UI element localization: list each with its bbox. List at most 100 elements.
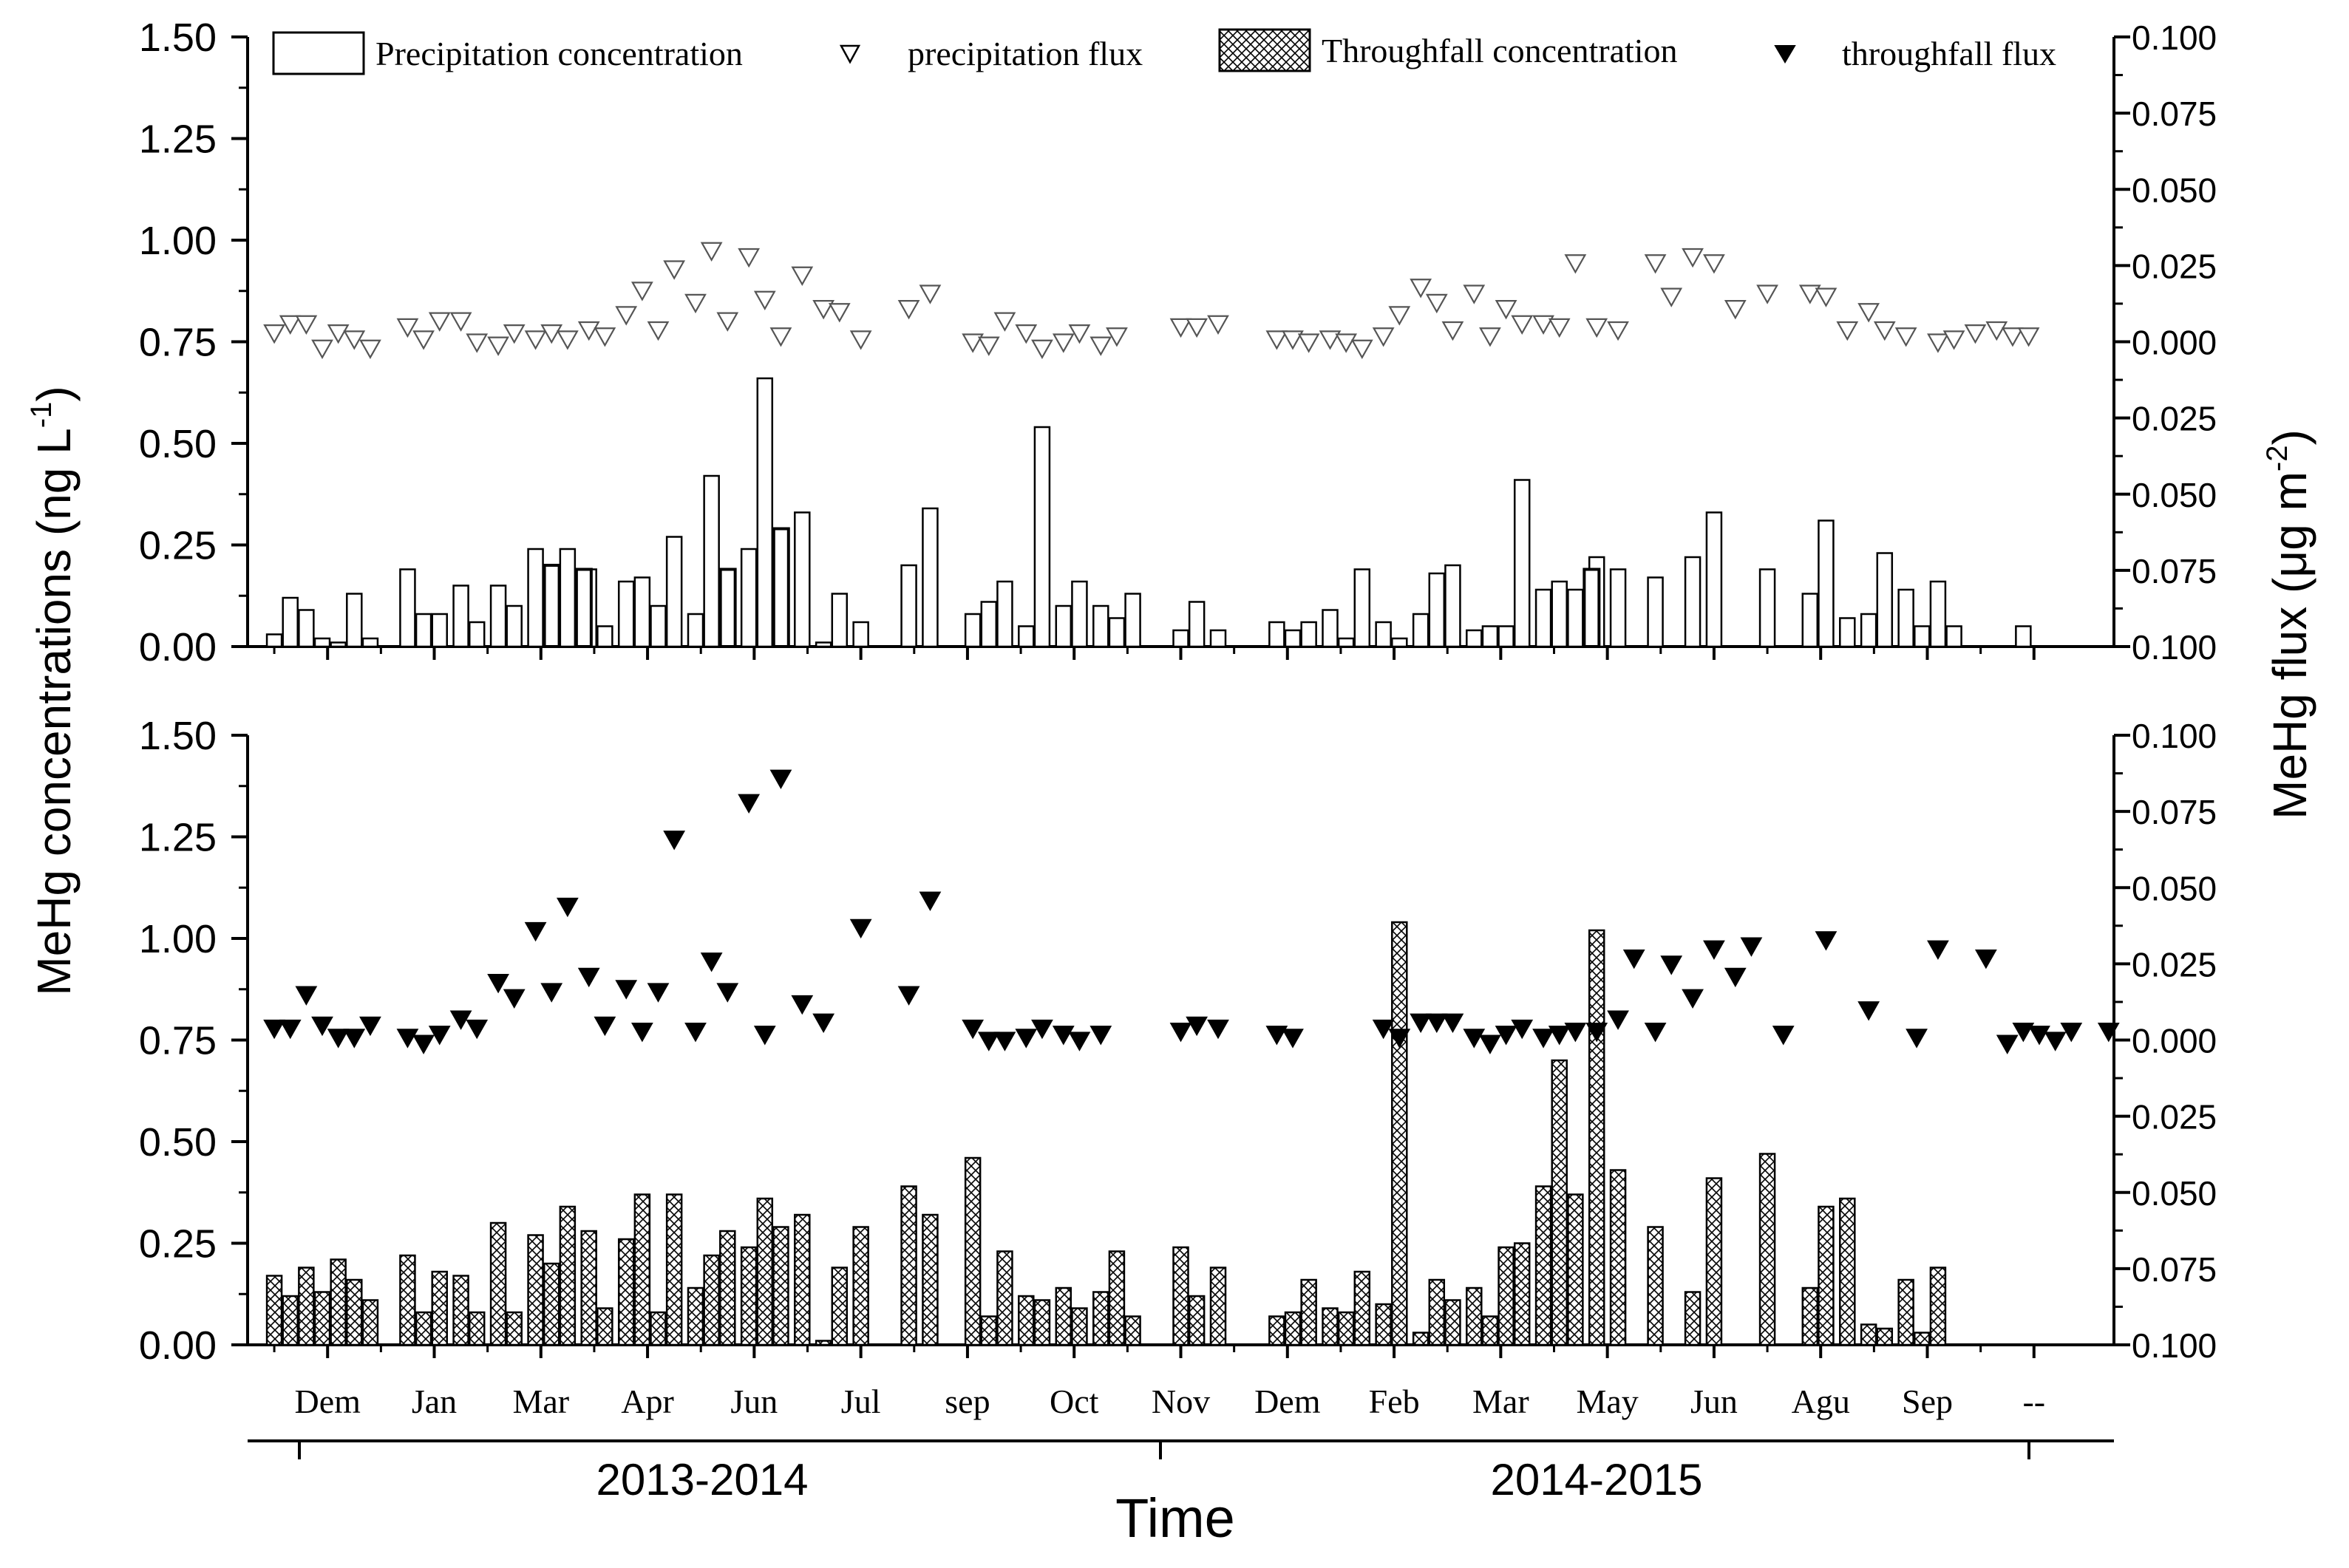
- legend-throughfall-flux-label: throughfall flux: [1842, 35, 2056, 72]
- precipitation-flux-point: [1425, 293, 1448, 314]
- precipitation-flux-point: [1798, 284, 1821, 304]
- throughfall-flux-point: [1495, 1026, 1517, 1046]
- throughfall-flux-point: [1282, 1029, 1304, 1049]
- precipitation-flux-point: [919, 284, 942, 304]
- y-tick-label: 0.75: [139, 1019, 217, 1063]
- throughfall-flux-point: [279, 1019, 302, 1040]
- precipitation-flux-point: [594, 327, 616, 347]
- precipitation-flux-point: [700, 242, 723, 262]
- throughfall-concentration-bar: [1705, 1177, 1723, 1346]
- throughfall-flux-point: [1607, 1010, 1629, 1030]
- precipitation-flux-point: [1052, 333, 1075, 353]
- precipitation-concentration-bar: [1929, 580, 1947, 648]
- precipitation-panel: 0.00 0.25 0.50 0.75 1.00 1.25 1.50 0.100 0.075 0.…: [139, 16, 2217, 669]
- y2-tick-label: 0.075: [2132, 552, 2217, 590]
- precipitation-flux-point: [1660, 287, 1683, 307]
- throughfall-flux-point: [2097, 1023, 2120, 1043]
- throughfall-concentration-bar: [1481, 1315, 1499, 1346]
- throughfall-flux-point: [577, 967, 600, 988]
- throughfall-concentration-bar: [596, 1307, 613, 1346]
- throughfall-concentration-bar: [633, 1193, 651, 1346]
- throughfall-concentration-bar: [1337, 1311, 1355, 1346]
- throughfall-concentration-bar: [1551, 1059, 1568, 1346]
- legend-throughfall-concentration-label: Throughfall concentration: [1322, 32, 1678, 69]
- precipitation-flux-point: [412, 330, 435, 350]
- precipitation-flux-point: [556, 330, 579, 350]
- throughfall-flux-point: [1564, 1023, 1587, 1043]
- throughfall-flux-point: [449, 1010, 472, 1030]
- throughfall-concentration-bar: [559, 1205, 577, 1346]
- throughfall-flux-point: [396, 1029, 419, 1049]
- throughfall-flux-point: [630, 1023, 653, 1043]
- throughfall-flux-point: [753, 1026, 776, 1046]
- precipitation-concentration-bar: [1209, 629, 1227, 648]
- precipitation-concentration-bar: [452, 584, 469, 648]
- throughfall-flux-point: [2012, 1023, 2035, 1043]
- throughfall-flux-point: [1052, 1026, 1075, 1046]
- precipitation-flux-point: [962, 333, 985, 353]
- throughfall-concentration-bar: [1914, 1332, 1931, 1346]
- precipitation-concentration-bar: [489, 584, 507, 648]
- precipitation-concentration-bar: [1284, 629, 1302, 648]
- throughfall-concentration-bar: [922, 1213, 939, 1346]
- precipitation-flux-point: [1207, 315, 1229, 335]
- precipitation-concentration-bar: [1758, 568, 1776, 648]
- throughfall-flux-point: [2044, 1032, 2067, 1051]
- precipitation-flux-point: [849, 330, 872, 350]
- x-category-label: Dem: [295, 1383, 361, 1420]
- precipitation-flux-point: [1335, 333, 1358, 353]
- precipitation-concentration-bar: [1684, 556, 1702, 648]
- precipitation-concentration-bar: [665, 536, 683, 648]
- throughfall-concentration-bar: [1647, 1226, 1664, 1346]
- throughfall-concentration-bar: [1108, 1250, 1126, 1346]
- precipitation-flux-point: [753, 290, 776, 310]
- precipitation-concentration-bar: [1018, 625, 1035, 648]
- x-category-label: Dem: [1254, 1383, 1321, 1420]
- precipitation-concentration-bar: [1172, 629, 1189, 648]
- throughfall-flux-point: [1622, 950, 1645, 969]
- y2-tick-label: 0.025: [2132, 400, 2217, 438]
- y2-tick-label: 0.100: [2132, 1326, 2217, 1365]
- throughfall-flux-point: [1703, 940, 1725, 960]
- y-tick-label: 0.25: [139, 1222, 217, 1267]
- x-category-label: Jul: [841, 1383, 881, 1420]
- throughfall-flux-point: [556, 897, 579, 918]
- throughfall-concentration-bar: [361, 1299, 379, 1346]
- throughfall-flux-point: [295, 986, 318, 1006]
- precipitation-concentration-bar: [361, 637, 379, 648]
- throughfall-concentration-bar: [1055, 1286, 1072, 1346]
- x-category-label: sep: [945, 1383, 990, 1420]
- precipitation-concentration-bar: [1534, 588, 1552, 648]
- x-category-label: Mar: [1472, 1383, 1529, 1420]
- throughfall-concentration-bar: [1428, 1278, 1446, 1346]
- x-category-label: --: [2022, 1383, 2045, 1420]
- y2-tick-label: 0.025: [2132, 1098, 2217, 1136]
- throughfall-flux-point: [1532, 1029, 1554, 1049]
- precipitation-concentration-bar: [527, 548, 544, 648]
- precipitation-flux-point: [295, 315, 318, 335]
- y2-tick-label: 0.025: [2132, 945, 2217, 984]
- precipitation-flux-point: [396, 318, 419, 338]
- throughfall-flux-point: [1927, 940, 1949, 960]
- precipitation-flux-point: [1495, 300, 1517, 320]
- precipitation-concentration-bar: [1945, 625, 1962, 648]
- throughfall-flux-point: [1660, 955, 1683, 975]
- precipitation-flux-point: [1836, 321, 1859, 341]
- precipitation-flux-point: [1169, 318, 1192, 338]
- y2-tick-label: 0.100: [2132, 628, 2217, 667]
- throughfall-concentration-bar: [399, 1254, 416, 1346]
- precipitation-flux-point: [1894, 327, 1917, 347]
- x-category-label: Feb: [1369, 1383, 1420, 1420]
- y-tick-label: 1.25: [139, 816, 217, 860]
- precipitation-flux-point: [263, 324, 285, 344]
- y2-tick-label: 0.075: [2132, 95, 2217, 133]
- throughfall-flux-point: [897, 986, 920, 1006]
- precipitation-concentration-bar: [1412, 613, 1430, 648]
- precipitation-concentration-bar: [756, 377, 774, 648]
- y2-axis-label: MeHg flux (μg m-2): [2261, 429, 2316, 819]
- throughfall-flux-point: [1724, 967, 1747, 988]
- legend-throughfall-flux-marker: [1774, 45, 1796, 64]
- throughfall-concentration-bar: [468, 1311, 486, 1346]
- throughfall-flux-point: [466, 1019, 489, 1040]
